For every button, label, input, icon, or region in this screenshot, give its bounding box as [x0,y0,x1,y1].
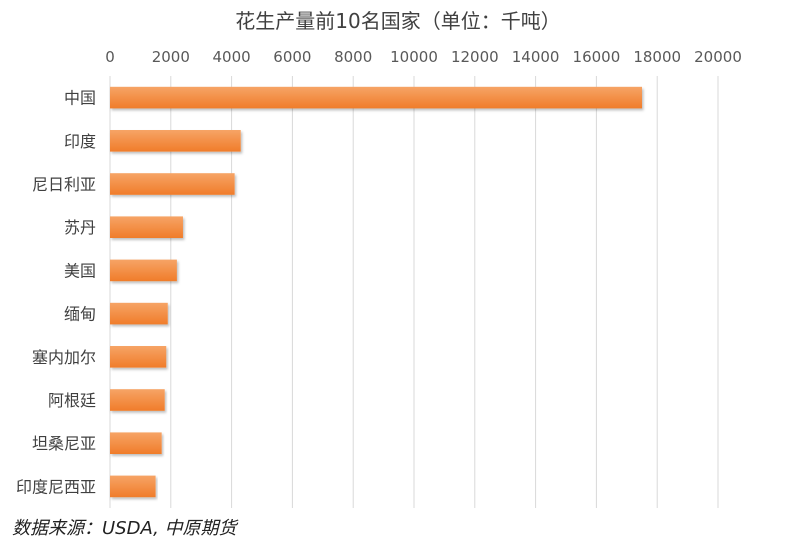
category-label: 阿根廷 [48,391,96,410]
category-label: 印度 [64,132,96,151]
bar [110,86,642,109]
x-tick-label: 0 [105,48,115,66]
bar [110,216,183,238]
category-label: 缅甸 [64,305,96,324]
x-tick-label: 16000 [573,48,621,66]
category-label: 美国 [64,261,96,280]
category-label: 中国 [64,89,96,108]
bar [110,302,168,325]
bar [110,432,162,454]
bar [110,475,156,498]
x-tick-label: 8000 [334,48,372,66]
x-tick-label: 12000 [451,48,499,66]
category-label: 印度尼西亚 [16,477,96,496]
x-tick-label: 14000 [512,48,560,66]
bar [110,389,165,411]
x-tick-label: 6000 [273,48,311,66]
category-label: 塞内加尔 [32,348,96,367]
x-tick-label: 2000 [152,48,190,66]
x-tick-label: 20000 [694,48,742,66]
x-tick-label: 10000 [390,48,438,66]
x-tick-label: 4000 [213,48,251,66]
x-axis-ticks: 0 2000 4000 6000 8000 10000 12000 14000 16000 180… [105,48,742,66]
chart-title: 花生产量前10名国家（单位：千吨） [235,9,560,33]
bar [110,259,177,282]
bar [110,346,167,368]
bar [110,173,235,195]
category-label: 坦桑尼亚 [32,434,96,453]
category-label: 苏丹 [64,218,96,237]
bars [110,86,642,498]
x-tick-label: 18000 [633,48,681,66]
bar [110,130,241,152]
source-note: 数据来源：USDA, 中原期货 [12,518,237,539]
category-label: 尼日利亚 [32,175,96,194]
